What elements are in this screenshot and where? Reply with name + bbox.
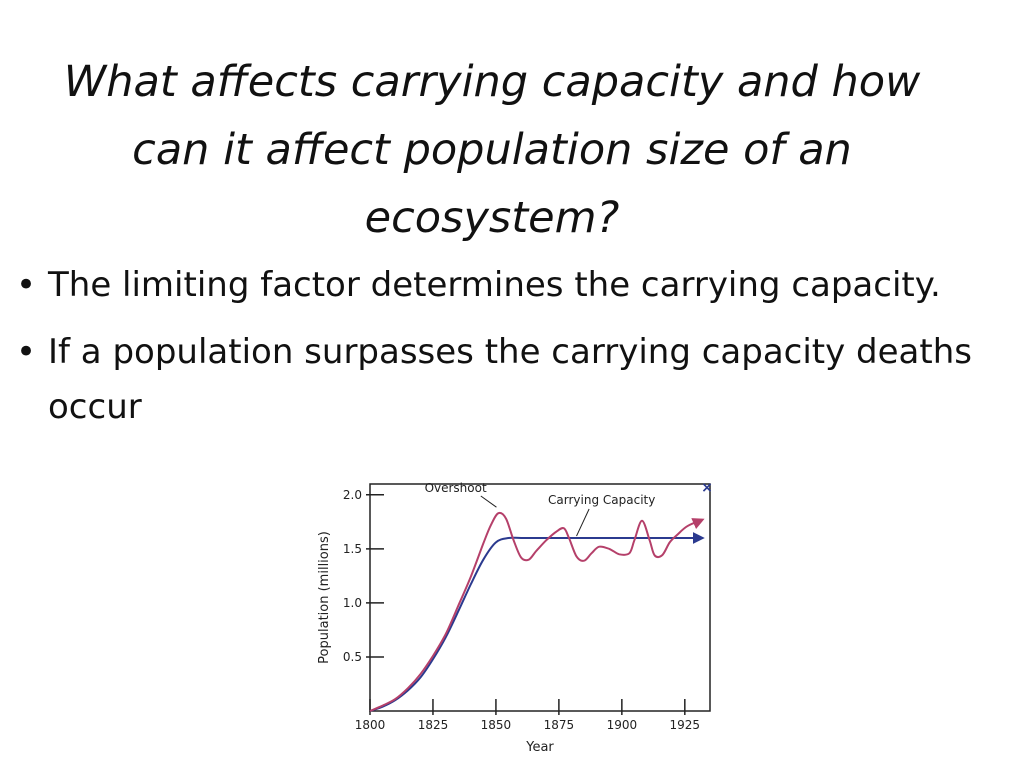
- x-tick-label: 1825: [418, 718, 449, 732]
- plot-frame: [369, 483, 711, 712]
- chart-svg: 0.5 1.0 1.5 2.0 1800 1825 1850 1875 1900 1925 Year…: [317, 480, 713, 755]
- bullet-item-limiting-factor: • The limiting factor determines the car…: [12, 258, 972, 313]
- bullet-list: • The limiting factor determines the car…: [12, 258, 972, 447]
- x-tick-label: 1900: [607, 718, 638, 732]
- carrying-capacity-chart: 0.5 1.0 1.5 2.0 1800 1825 1850 1875 1900 1925 Year…: [300, 476, 730, 768]
- carrying-capacity-pointer: [576, 508, 590, 537]
- bullet-text: The limiting factor determines the carry…: [48, 265, 941, 305]
- carrying-capacity-annotation: Carrying Capacity: [548, 493, 655, 507]
- y-tick-label: 2.0: [343, 488, 362, 502]
- carrying-capacity-line: [369, 532, 705, 712]
- overshoot-pointer: [480, 495, 497, 508]
- x-tick-label: 1850: [481, 718, 512, 732]
- y-tick-label: 0.5: [343, 650, 362, 664]
- slide-title: What affects carrying capacity and how c…: [63, 57, 921, 243]
- x-tick-label: 1925: [670, 718, 701, 732]
- y-axis-label: Population (millions): [317, 531, 332, 664]
- bullet-dot-icon: •: [16, 332, 37, 372]
- population-line: [369, 511, 705, 712]
- close-x-icon: ×: [701, 480, 713, 496]
- bullet-dot-icon: •: [16, 265, 37, 305]
- x-tick-label: 1800: [355, 718, 386, 732]
- x-axis-label: Year: [525, 740, 554, 755]
- bullet-item-surpass-capacity: • If a population surpasses the carrying…: [12, 325, 972, 435]
- y-tick-label: 1.5: [343, 542, 362, 556]
- bullet-text: If a population surpasses the carrying c…: [48, 332, 972, 427]
- y-tick-label: 1.0: [343, 596, 362, 610]
- overshoot-annotation: Overshoot: [425, 481, 487, 495]
- x-tick-label: 1875: [544, 718, 575, 732]
